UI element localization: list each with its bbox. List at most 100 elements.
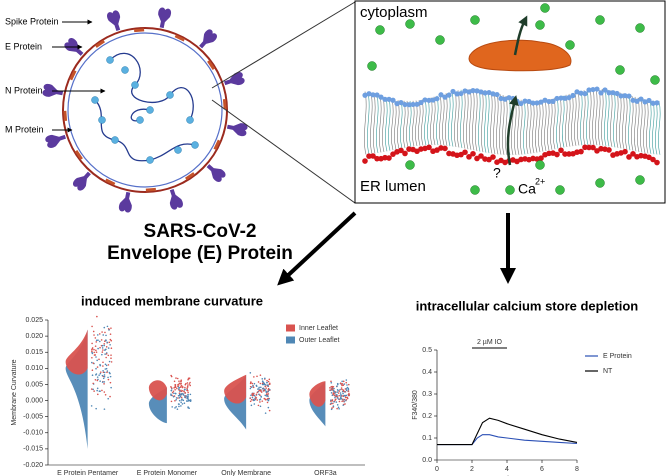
x-tick-label: E Protein Monomer [137, 470, 198, 476]
data-point [96, 376, 99, 378]
data-point [347, 388, 350, 391]
data-point [180, 382, 182, 385]
data-point [267, 399, 270, 402]
data-point [187, 377, 190, 380]
head-group [386, 155, 392, 161]
data-point [185, 395, 188, 397]
data-point [267, 390, 270, 393]
y-tick-label: 0.5 [422, 347, 432, 354]
data-point [107, 354, 110, 357]
data-point [267, 406, 270, 409]
data-point [336, 391, 338, 394]
data-point [109, 375, 112, 378]
data-point [250, 398, 253, 401]
data-point [104, 393, 107, 396]
data-point [189, 381, 191, 384]
head-group [554, 95, 560, 102]
data-point [91, 348, 93, 350]
data-line [437, 434, 578, 446]
head-group [522, 98, 528, 104]
calcium-ion [375, 25, 385, 35]
data-point [184, 396, 186, 398]
lipid-tail [546, 99, 550, 151]
data-point [343, 383, 346, 385]
data-point [102, 377, 105, 380]
data-point [91, 342, 93, 345]
violin-inner [224, 374, 247, 404]
y-tick-label: 0.1 [422, 435, 432, 442]
head-group [478, 89, 484, 95]
ion-label: Ca [518, 181, 536, 197]
head-group [550, 98, 556, 104]
flow-arrow [277, 211, 357, 286]
head-group [470, 88, 476, 94]
n-protein [91, 96, 99, 104]
lipid-tail [624, 94, 628, 150]
lipid-tail [648, 100, 652, 154]
data-point [104, 348, 107, 351]
head-group [546, 98, 552, 105]
data-point [255, 385, 258, 388]
data-point [101, 347, 104, 349]
y-tick-label: 0.025 [25, 317, 43, 324]
data-point [342, 404, 345, 406]
head-group [374, 155, 380, 162]
data-point [267, 395, 269, 398]
n-protein [146, 106, 154, 114]
question-mark: ? [493, 165, 501, 181]
spike-head [226, 123, 248, 137]
data-point [180, 401, 182, 404]
head-group [414, 101, 420, 107]
head-group [602, 87, 608, 93]
e-protein [95, 39, 105, 48]
data-point [103, 375, 106, 378]
legend-label: NT [603, 368, 613, 375]
data-point [174, 407, 176, 409]
data-point [172, 395, 175, 398]
data-point [341, 380, 343, 383]
data-point [259, 390, 262, 392]
e-protein [222, 99, 227, 110]
n-protein-rna [94, 52, 196, 162]
data-point [181, 386, 184, 389]
x-tick-label: 8 [575, 466, 579, 473]
data-point [256, 391, 259, 394]
data-point [99, 346, 101, 349]
data-point [343, 398, 346, 401]
head-group [486, 89, 492, 96]
head-group [498, 95, 504, 102]
spike-head [206, 164, 226, 182]
data-point [267, 384, 269, 387]
data-point [177, 385, 179, 387]
data-point [339, 388, 341, 391]
data-point [336, 404, 339, 406]
data-point [178, 392, 181, 394]
data-point [96, 393, 99, 396]
data-point [174, 386, 176, 388]
data-point [249, 397, 252, 399]
data-point [342, 392, 344, 395]
head-group [442, 94, 448, 100]
data-point [105, 353, 108, 355]
data-point [342, 384, 345, 386]
calcium-ion [635, 175, 645, 185]
head-group [434, 96, 440, 102]
lipid-tail [615, 91, 619, 148]
data-point [187, 394, 189, 396]
lipid-tail [555, 97, 559, 149]
spike-proteins [42, 7, 248, 213]
calcium-ion [505, 185, 515, 195]
data-point [105, 346, 108, 348]
data-point [341, 388, 343, 391]
data-point [94, 378, 97, 381]
data-point [181, 389, 184, 392]
data-point [330, 388, 333, 390]
y-tick-label: -0.015 [23, 446, 43, 453]
head-group [466, 89, 472, 95]
data-point [175, 406, 177, 408]
head-group [614, 90, 620, 97]
head-group [618, 93, 624, 99]
data-point [101, 353, 103, 356]
